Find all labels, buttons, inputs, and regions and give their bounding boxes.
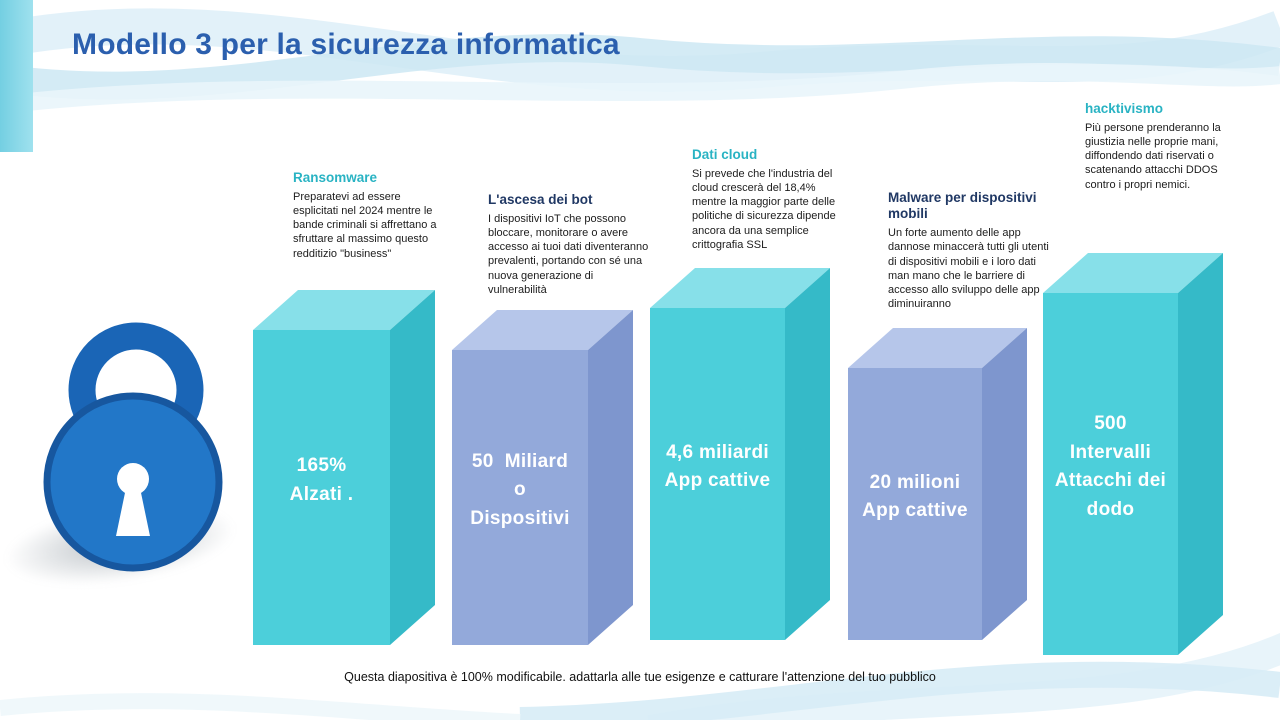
note-heading: Dati cloud (692, 147, 758, 162)
note-description: I dispositivi IoT che possono bloccare, … (488, 213, 649, 296)
note-description: Preparatevi ad essere esplicitati nel 20… (293, 191, 437, 260)
bar-ransomware: 165% Alzati . (253, 290, 435, 645)
note-ransomware: Ransomware Preparatevi ad essere esplici… (293, 170, 443, 261)
bar-hacktivism: 500 Intervalli Attacchi dei dodo (1043, 253, 1223, 655)
bar-value: 165% Alzati . (289, 455, 354, 505)
note-description: Più persone prenderanno la giustizia nel… (1085, 122, 1221, 191)
bar-bots: 50 Miliard o Dispositivi (452, 310, 633, 645)
note-hacktivism: hacktivismo Più persone prenderanno la g… (1085, 101, 1227, 192)
padlock-keyhole-stem (116, 488, 150, 536)
bar-front-face (650, 308, 785, 640)
bar-side-face (982, 328, 1027, 640)
bar-front-face (253, 330, 390, 645)
bar-front-face (1043, 293, 1178, 655)
bar-side-face (390, 290, 435, 645)
corner-accent-bar (0, 0, 33, 152)
bar-cloud: 4,6 miliardi App cattive (650, 268, 830, 640)
bar-mobile-malware: 20 milioni App cattive (848, 328, 1027, 640)
bar-front-face (848, 368, 982, 640)
bar-side-face (785, 268, 830, 640)
bar-front-face (452, 350, 588, 645)
bar-value: 20 milioni App cattive (862, 471, 968, 522)
bar-value: 4,6 miliardi App cattive (664, 441, 771, 492)
note-mobile-malware: Malware per dispositivi mobili Un forte … (888, 190, 1052, 311)
note-description: Un forte aumento delle app dannose minac… (888, 227, 1049, 310)
bar-value: 500 Intervalli Attacchi dei dodo (1054, 413, 1167, 520)
bar-value: 50 Miliard o Dispositivi (470, 450, 570, 529)
note-description: Si prevede che l'industria del cloud cre… (692, 168, 836, 251)
note-heading: Malware per dispositivi mobili (888, 190, 1037, 222)
bar-side-face (1178, 253, 1223, 655)
padlock-keyhole (117, 463, 149, 495)
slide-title: Modello 3 per la sicurezza informatica (72, 28, 620, 61)
note-heading: Ransomware (293, 170, 378, 185)
note-heading: L'ascesa dei bot (488, 192, 593, 207)
note-cloud: Dati cloud Si prevede che l'industria de… (692, 147, 852, 252)
note-heading: hacktivismo (1085, 101, 1164, 116)
slide-footer: Questa diapositiva è 100% modificabile. … (344, 670, 936, 684)
padlock-icon (43, 322, 223, 572)
note-bots: L'ascesa dei bot I dispositivi IoT che p… (488, 192, 652, 297)
bar-side-face (588, 310, 633, 645)
